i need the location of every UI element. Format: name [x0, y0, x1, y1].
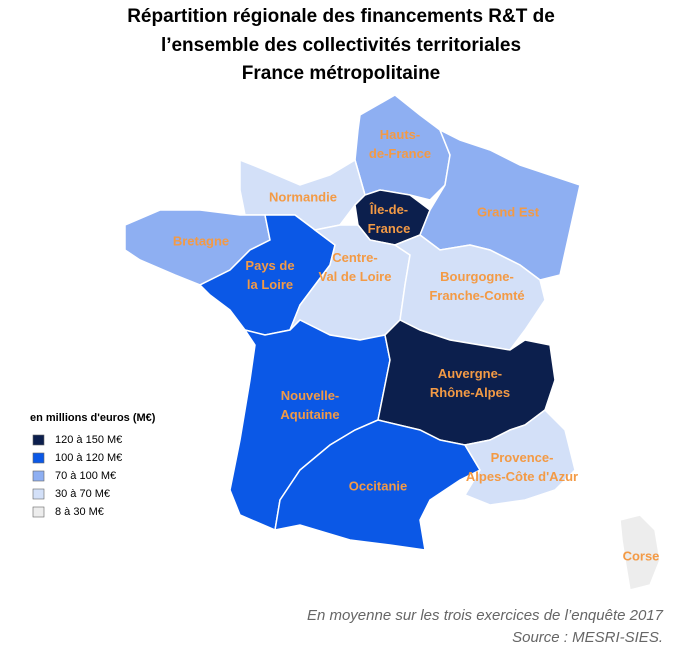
- region-label: de-France: [369, 146, 431, 161]
- region-label: Centre-: [332, 250, 378, 265]
- region-label: Normandie: [269, 189, 337, 204]
- region-label: Aquitaine: [280, 407, 339, 422]
- region-label: Hauts-: [380, 127, 420, 142]
- title-line: Répartition régionale des financements R…: [127, 6, 555, 27]
- region-label: Île-de-: [369, 202, 408, 217]
- legend-label: 100 à 120 M€: [55, 452, 122, 464]
- title-line: France métropolitaine: [242, 63, 441, 84]
- region: [463, 409, 576, 506]
- legend-label: 30 à 70 M€: [55, 488, 110, 500]
- legend-label: 120 à 150 M€: [55, 434, 122, 446]
- legend-swatch: [32, 452, 45, 464]
- title-line: l’ensemble des collectivités territorial…: [161, 35, 521, 56]
- region-label: Val de Loire: [319, 269, 392, 284]
- region-label: Grand Est: [477, 204, 540, 219]
- region-label: Franche-Comté: [429, 288, 524, 303]
- regions: [124, 94, 661, 591]
- region-label: Bourgogne-: [440, 269, 514, 284]
- legend: 120 à 150 M€ 100 à 120 M€ 70 à 100 M€ 30 à …: [32, 434, 122, 518]
- legend-swatch: [32, 488, 45, 500]
- region-label: Nouvelle-: [281, 388, 340, 403]
- region: [393, 234, 546, 351]
- region-label: Alpes-Côte d'Azur: [466, 469, 578, 484]
- region-label: Pays de: [245, 258, 294, 273]
- region-label: Provence-: [491, 450, 554, 465]
- region-label: France: [368, 221, 411, 236]
- legend-swatch: [32, 470, 45, 482]
- legend-swatch: [32, 506, 45, 518]
- region-labels: Hauts-de-France Normandie Île-de- France Gra…: [173, 127, 660, 564]
- legend-label: 8 à 30 M€: [55, 506, 104, 518]
- region-label: Corse: [623, 548, 660, 563]
- region: [619, 514, 661, 591]
- region-label: la Loire: [247, 277, 293, 292]
- region-label: Rhône-Alpes: [430, 385, 510, 400]
- note: Source : MESRI-SIES.: [512, 629, 663, 646]
- legend-swatch: [32, 434, 45, 446]
- region: [274, 419, 482, 551]
- region-label: Occitanie: [349, 478, 408, 493]
- region-label: Bretagne: [173, 233, 229, 248]
- region-label: Auvergne-: [438, 366, 502, 381]
- legend-label: 70 à 100 M€: [55, 470, 116, 482]
- legend-title: en millions d'euros (M€): [30, 412, 156, 424]
- note: En moyenne sur les trois exercices de l’…: [307, 607, 664, 624]
